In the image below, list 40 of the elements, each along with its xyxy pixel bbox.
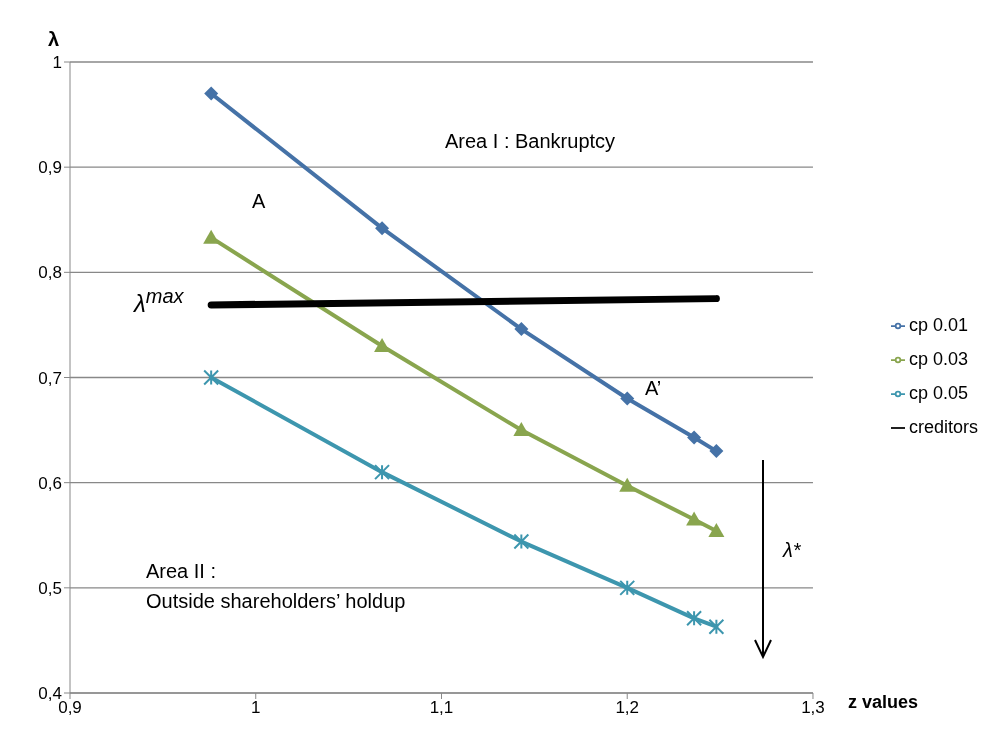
- point: [514, 322, 529, 337]
- legend-label: cp 0.01: [908, 314, 969, 335]
- y-tick-label: 0,5: [38, 578, 62, 598]
- point: [375, 221, 390, 236]
- x-tick-label: 0,9: [58, 698, 82, 718]
- y-tick-label: 0,8: [38, 263, 62, 283]
- point: [619, 579, 636, 596]
- text: λ: [48, 28, 60, 50]
- x-tick-label: 1,2: [615, 698, 640, 718]
- point: [513, 533, 530, 550]
- annotation: A’: [645, 376, 662, 401]
- point: [709, 444, 724, 459]
- annotation: λ*: [783, 538, 801, 563]
- annotation: Area II : Outside shareholders’ holdup: [146, 559, 406, 614]
- annotation: A: [252, 189, 266, 214]
- point: [708, 523, 725, 538]
- y-tick-label: 1: [52, 53, 62, 73]
- point: [204, 86, 219, 101]
- legend-label: cp 0.03: [908, 348, 969, 369]
- point: [513, 422, 530, 437]
- point: [687, 430, 702, 445]
- y-tick-label: 0,6: [38, 473, 62, 493]
- text: max: [145, 285, 184, 307]
- annotation: Area I : Bankruptcy: [445, 129, 616, 154]
- x-tick-label: 1,3: [801, 698, 825, 718]
- point: [686, 511, 703, 526]
- y-tick-label: 0,9: [38, 158, 62, 178]
- legend-label: creditors: [908, 416, 978, 437]
- x-tick-label: 1,1: [429, 698, 454, 718]
- point: [203, 229, 220, 244]
- y-tick-label: 0,7: [38, 368, 62, 388]
- point: [708, 618, 725, 635]
- legend-label: cp 0.05: [908, 382, 969, 403]
- point: [203, 369, 220, 386]
- point: [620, 391, 635, 406]
- point: [619, 477, 636, 492]
- point: [374, 464, 391, 481]
- x-axis-title: z values: [848, 692, 919, 713]
- x-tick-label: 1: [251, 698, 261, 718]
- point: [686, 610, 703, 627]
